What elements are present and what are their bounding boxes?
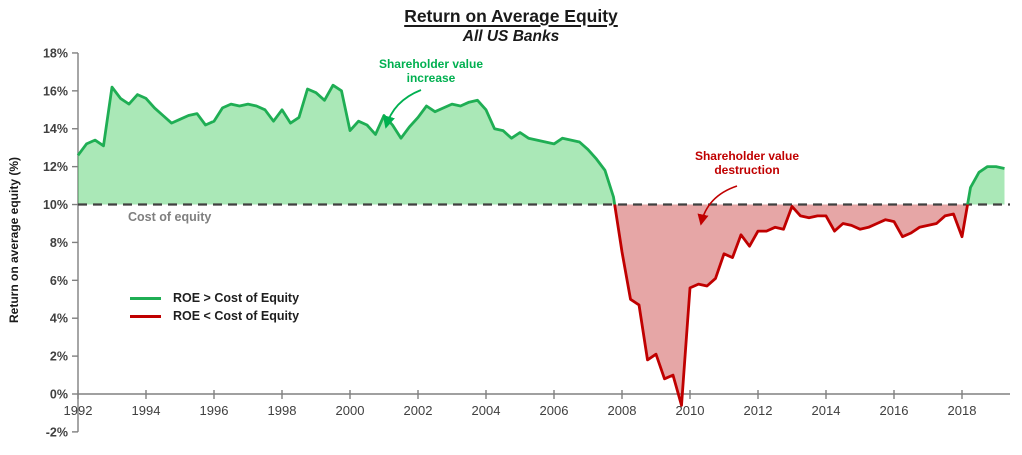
y-tick-label: 14% [43,122,68,136]
x-tick-label: 1996 [200,403,229,418]
legend-swatch-red-line [130,314,161,318]
legend-item-roe-above-coe: ROE > Cost of Equity [130,289,299,307]
x-tick-label: 2002 [404,403,433,418]
y-tick-label: 16% [43,84,68,98]
arrow-shareholder-value-destruction [697,185,738,226]
x-tick-label: 2018 [948,403,977,418]
legend: ROE > Cost of Equity ROE < Cost of Equit… [130,289,299,325]
x-tick-label: 1998 [268,403,297,418]
chart-subtitle: All US Banks [462,28,560,45]
x-tick-label: 2008 [608,403,637,418]
x-tick-label: 2000 [336,403,365,418]
annotation-destruction-line1: Shareholder value [694,149,800,163]
x-tick-label: 2012 [744,403,773,418]
y-tick-label: 0% [50,388,68,402]
legend-swatch-green-line [130,296,161,300]
arrow-shareholder-value-increase [382,89,422,129]
annotation-shareholder-value-destruction: Shareholder value destruction [671,149,823,177]
legend-label-roe-above-coe: ROE > Cost of Equity [173,291,300,305]
x-tick-label: 1994 [132,403,161,418]
annotation-destruction-line2: destruction [714,163,780,177]
x-tick-label: 2006 [540,403,569,418]
roe-line-below-coe [613,204,969,407]
annotation-shareholder-value-increase: Shareholder value increase [355,57,507,85]
x-tick-label: 2010 [676,403,705,418]
roe-line-above-coe [76,83,1005,205]
x-tick-label: 2016 [880,403,909,418]
chart-title: Return on Average Equity [404,6,618,26]
annotation-increase-line1: Shareholder value [378,57,484,71]
x-tick-label: 1992 [64,403,93,418]
y-tick-label: 12% [43,160,68,174]
area-roe-above-cost-of-equity [78,85,1005,205]
axes: 18% 16% 14% 12% 10% 8% 6% 4% 2% 0% -2% 1992 1994 1996… [43,46,1010,439]
annotation-increase-line2: increase [406,71,456,85]
x-tick-label: 2004 [472,403,501,418]
cost-of-equity-label: Cost of equity [128,210,212,224]
y-tick-label: 6% [50,274,68,288]
y-tick-label: 8% [50,236,68,250]
y-tick-label: 2% [50,350,68,364]
y-tick-label: 4% [50,312,68,326]
y-tick-label: -2% [46,425,68,439]
area-roe-below-cost-of-equity [614,204,968,406]
y-tick-label: 18% [43,46,68,60]
legend-label-roe-below-coe: ROE < Cost of Equity [173,309,300,323]
legend-item-roe-below-coe: ROE < Cost of Equity [130,307,299,325]
y-tick-label: 10% [43,198,68,212]
x-tick-label: 2014 [812,403,841,418]
